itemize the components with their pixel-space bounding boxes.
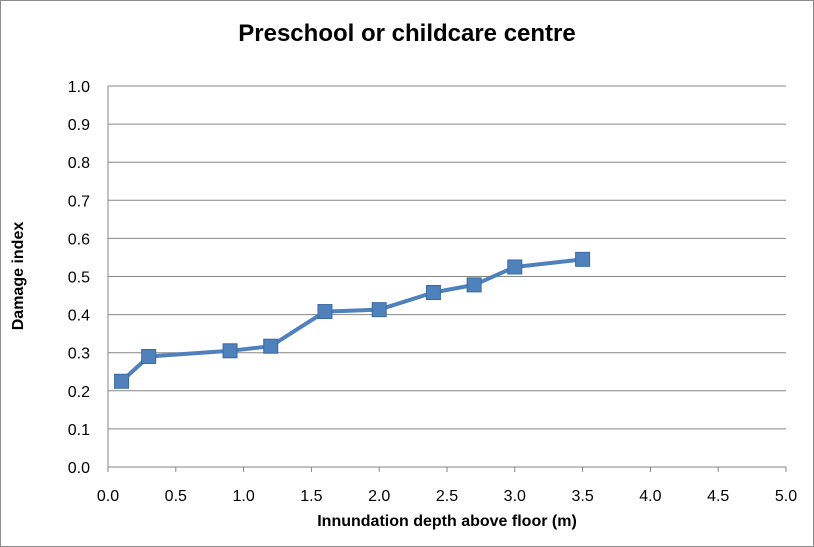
data-point (222, 343, 238, 359)
data-point (371, 302, 387, 318)
y-tick-label: 0.4 (68, 308, 90, 325)
x-tick-label: 0.5 (165, 488, 187, 505)
y-tick-labels: 0.0 0.1 0.2 0.3 0.4 0.5 0.6 0.7 0.8 0.9 1.0 (68, 79, 90, 477)
y-tick-label: 0.8 (68, 155, 90, 172)
x-tick-label: 0.0 (97, 488, 119, 505)
x-tick-label: 4.0 (639, 488, 661, 505)
y-tick-label: 0.5 (68, 270, 90, 287)
x-tick-labels: 0.0 0.5 1.0 1.5 2.0 2.5 3.0 3.5 4.0 4.5 5.0 (97, 488, 797, 505)
x-tick-label: 1.5 (300, 488, 322, 505)
x-tick-label: 2.0 (368, 488, 390, 505)
gridlines (107, 85, 787, 472)
x-tick-label: 4.5 (707, 488, 729, 505)
x-tick-label: 5.0 (775, 488, 797, 505)
y-tick-label: 0.2 (68, 384, 90, 401)
y-tick-label: 1.0 (68, 79, 90, 96)
data-series (114, 251, 591, 389)
data-point (114, 373, 130, 389)
y-tick-label: 0.1 (68, 422, 90, 439)
y-tick-label: 0.7 (68, 193, 90, 210)
data-point (263, 338, 279, 354)
data-point (141, 349, 157, 365)
data-point (317, 304, 333, 320)
x-tick-label: 1.0 (232, 488, 254, 505)
x-axis-label: Innundation depth above floor (m) (317, 513, 577, 530)
y-tick-label: 0.6 (68, 231, 90, 248)
chart-title: Preschool or childcare centre (238, 20, 576, 47)
data-point (425, 285, 441, 301)
y-tick-label: 0.0 (68, 460, 90, 477)
data-point (507, 259, 523, 275)
data-point (466, 277, 482, 293)
y-tick-label: 0.9 (68, 117, 90, 134)
y-tick-label: 0.3 (68, 346, 90, 363)
x-tick-label: 3.5 (571, 488, 593, 505)
x-tick-label: 2.5 (436, 488, 458, 505)
x-tick-label: 3.0 (504, 488, 526, 505)
series-line (120, 257, 583, 383)
data-point (575, 251, 591, 267)
